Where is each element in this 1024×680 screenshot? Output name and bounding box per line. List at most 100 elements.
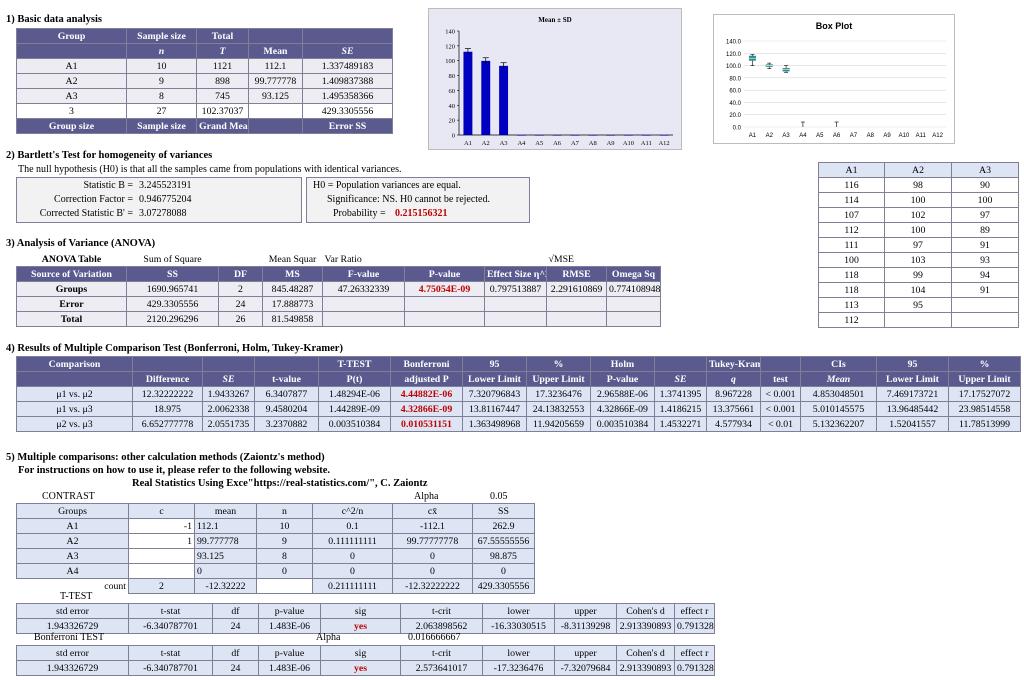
table-cell[interactable]: 24 xyxy=(212,618,259,634)
table-cell[interactable]: 1.943326729 xyxy=(16,660,129,676)
raw-data-cell[interactable]: 94 xyxy=(951,267,1019,283)
table-cell[interactable] xyxy=(404,296,485,312)
table-cell[interactable]: 81.549858 xyxy=(262,311,323,327)
table-cell[interactable]: 26 xyxy=(218,311,263,327)
table-cell[interactable]: 1.3741395 xyxy=(654,386,707,402)
table-cell[interactable]: -6.340787701 xyxy=(128,618,213,634)
table-cell[interactable]: 4.44882E-06 xyxy=(390,386,463,402)
table-cell[interactable]: 98.875 xyxy=(472,548,535,564)
table-cell[interactable]: 5.132362207 xyxy=(800,416,877,432)
table-cell[interactable]: < 0.001 xyxy=(760,386,801,402)
table-cell[interactable]: -7.32079684 xyxy=(554,660,617,676)
table-cell[interactable]: 2.96588E-06 xyxy=(590,386,655,402)
table-cell[interactable]: 9 xyxy=(256,533,313,549)
raw-data-cell[interactable]: 100 xyxy=(884,192,952,208)
table-cell[interactable]: 0 xyxy=(472,563,535,579)
table-cell[interactable]: < 0.001 xyxy=(760,401,801,417)
table-cell[interactable] xyxy=(322,311,405,327)
raw-data-cell[interactable] xyxy=(951,297,1019,313)
table-cell[interactable]: 9.4580204 xyxy=(254,401,319,417)
raw-data-cell[interactable]: 112 xyxy=(818,312,885,328)
table-cell[interactable]: 2.063898562 xyxy=(400,618,483,634)
table-cell[interactable]: 24 xyxy=(212,660,259,676)
table-cell[interactable]: 112.1 xyxy=(194,518,257,534)
table-cell[interactable]: 4.32866E-09 xyxy=(390,401,463,417)
table-cell[interactable]: 0 xyxy=(256,563,313,579)
raw-data-cell[interactable]: 116 xyxy=(818,177,885,193)
table-cell[interactable]: A3 xyxy=(16,548,129,564)
table-cell[interactable]: -16.33030515 xyxy=(482,618,555,634)
table-cell[interactable]: 2 xyxy=(128,578,195,594)
table-cell[interactable]: 4.75054E-09 xyxy=(404,281,485,297)
table-cell[interactable]: 0.003510384 xyxy=(318,416,391,432)
row-label[interactable]: Groups xyxy=(16,281,127,297)
row-label[interactable]: Total xyxy=(16,311,127,327)
table-cell[interactable]: 0.211111111 xyxy=(312,578,393,594)
table-cell[interactable]: A2 xyxy=(16,533,129,549)
table-cell[interactable]: 0 xyxy=(194,563,257,579)
table-cell[interactable]: 11.78513999 xyxy=(948,416,1021,432)
table-cell[interactable]: 17.888773 xyxy=(262,296,323,312)
table-cell[interactable]: 1.4186215 xyxy=(654,401,707,417)
table-cell[interactable]: 1.483E-06 xyxy=(258,618,321,634)
table-cell[interactable]: 2.913390893 xyxy=(616,618,675,634)
table-cell[interactable]: 2.913390893 xyxy=(616,660,675,676)
raw-data-cell[interactable]: 114 xyxy=(818,192,885,208)
table-cell[interactable]: 2.0062338 xyxy=(202,401,255,417)
comparison-label[interactable]: μ2 vs. μ3 xyxy=(16,416,133,432)
table-cell[interactable]: -12.32222222 xyxy=(392,578,473,594)
table-cell[interactable]: A1 xyxy=(16,58,127,74)
raw-data-cell[interactable]: 118 xyxy=(818,267,885,283)
table-cell[interactable]: -12.32222 xyxy=(194,578,257,594)
table-cell[interactable]: 99.77777778 xyxy=(392,533,473,549)
raw-data-cell[interactable]: 104 xyxy=(884,282,952,298)
box-plot-chart[interactable]: Box Plot 0.0 20.0 40.0 60.0 80.0 100.0 120.0 140… xyxy=(713,14,955,144)
table-cell[interactable]: 0 xyxy=(312,563,393,579)
significance-cell[interactable]: yes xyxy=(320,660,401,676)
table-cell[interactable]: 47.26332339 xyxy=(322,281,405,297)
raw-data-cell[interactable]: 90 xyxy=(951,177,1019,193)
raw-data-cell[interactable]: 102 xyxy=(884,207,952,223)
raw-data-cell[interactable] xyxy=(951,312,1019,328)
table-cell[interactable]: 13.375661 xyxy=(706,401,761,417)
table-cell[interactable]: 7.469173721 xyxy=(876,386,949,402)
table-cell[interactable]: 0.774108948 xyxy=(606,281,661,297)
table-cell[interactable]: 1.337489183 xyxy=(302,58,393,74)
raw-data-cell[interactable]: 100 xyxy=(884,222,952,238)
raw-data-cell[interactable]: 107 xyxy=(818,207,885,223)
table-cell[interactable]: -17.3236476 xyxy=(482,660,555,676)
table-cell[interactable] xyxy=(256,578,313,594)
table-cell[interactable]: 745 xyxy=(196,88,249,104)
table-cell[interactable]: 93.125 xyxy=(194,548,257,564)
table-cell[interactable]: -112.1 xyxy=(392,518,473,534)
table-cell[interactable]: 1.48294E-06 xyxy=(318,386,391,402)
table-cell[interactable]: 23.98514558 xyxy=(948,401,1021,417)
table-cell[interactable]: 1.495358366 xyxy=(302,88,393,104)
raw-data-cell[interactable]: 118 xyxy=(818,282,885,298)
table-cell[interactable]: 11.94205659 xyxy=(526,416,591,432)
mean-sd-bar-chart[interactable]: Mean ± SD 0 20 40 60 80 100 120 140 A1 A2 A3 A4 A5 A6 A… xyxy=(428,8,682,150)
table-cell[interactable]: 1.52041557 xyxy=(876,416,949,432)
table-cell[interactable]: 102.37037 xyxy=(196,103,249,119)
raw-data-cell[interactable]: 100 xyxy=(951,192,1019,208)
raw-data-cell[interactable]: 100 xyxy=(818,252,885,268)
table-cell[interactable]: 0.7913285 xyxy=(674,618,715,634)
raw-data-cell[interactable]: 97 xyxy=(951,207,1019,223)
table-cell[interactable]: 2.573641017 xyxy=(400,660,483,676)
raw-data-cell[interactable]: 112 xyxy=(818,222,885,238)
raw-data-cell[interactable]: 99 xyxy=(884,267,952,283)
table-cell[interactable]: 1.9433267 xyxy=(202,386,255,402)
table-cell[interactable]: 1121 xyxy=(196,58,249,74)
raw-data-cell[interactable]: 91 xyxy=(951,282,1019,298)
table-cell[interactable]: -6.340787701 xyxy=(128,660,213,676)
table-cell[interactable]: 429.3305556 xyxy=(472,578,535,594)
table-cell[interactable]: 5.010145575 xyxy=(800,401,877,417)
table-cell[interactable]: A4 xyxy=(16,563,129,579)
table-cell[interactable]: 99.777778 xyxy=(248,73,303,89)
raw-data-cell[interactable]: 113 xyxy=(818,297,885,313)
table-cell[interactable]: A1 xyxy=(16,518,129,534)
table-cell[interactable]: -8.31139298 xyxy=(554,618,617,634)
table-cell[interactable]: 27 xyxy=(126,103,197,119)
table-cell[interactable]: 8 xyxy=(126,88,197,104)
table-cell[interactable]: 67.55555556 xyxy=(472,533,535,549)
